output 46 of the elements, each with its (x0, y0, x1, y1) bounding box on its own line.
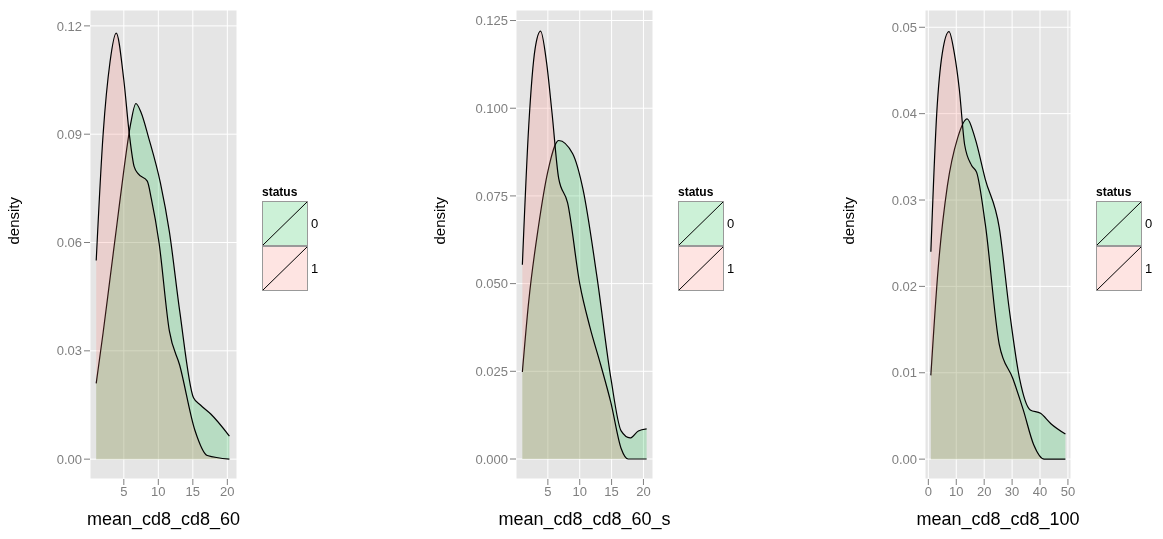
x-tick-label: 10 (949, 484, 964, 500)
legend-title: status (1096, 185, 1133, 199)
legend-title: status (262, 185, 299, 199)
x-tick-label: 10 (572, 484, 587, 500)
x-tick-label: 40 (1032, 484, 1048, 500)
y-tick-label: 0.03 (891, 192, 917, 208)
y-tick-label: 0.01 (891, 365, 917, 381)
y-tick-label: 0.02 (891, 279, 917, 295)
y-tick-label: 0.000 (475, 451, 508, 467)
y-tick-label: 0.075 (475, 188, 508, 204)
x-tick-label: 20 (636, 484, 651, 500)
x-tick-label: 5 (120, 484, 128, 500)
y-tick-label: 0.05 (891, 19, 917, 35)
text: 1 (311, 261, 319, 276)
y-tick-label: 0.025 (475, 363, 508, 379)
text: 1 (727, 261, 735, 276)
y-axis-title: density (840, 196, 858, 245)
y-tick-label: 0.06 (56, 235, 82, 251)
text: 1 (1145, 261, 1153, 276)
text: 0 (727, 216, 735, 231)
x-axis-title: mean_cd8_cd8_60 (86, 509, 241, 530)
y-tick-label: 0.00 (56, 451, 82, 467)
y-tick-label: 0.050 (475, 276, 508, 292)
y-tick-label: 0.03 (56, 343, 82, 359)
y-tick-label: 0.00 (891, 451, 917, 467)
y-tick-label: 0.100 (475, 100, 508, 116)
legend-title: status (678, 185, 715, 199)
x-tick-label: 20 (976, 484, 992, 500)
x-tick-label: 20 (220, 484, 235, 500)
x-axis-title: mean_cd8_cd8_100 (916, 509, 1080, 530)
x-tick-label: 0 (924, 484, 932, 500)
y-axis-title: density (5, 196, 23, 245)
y-tick-label: 0.125 (475, 13, 508, 29)
x-tick-label: 15 (604, 484, 619, 500)
y-tick-label: 0.04 (891, 106, 917, 122)
y-tick-label: 0.12 (56, 18, 82, 34)
x-tick-label: 15 (185, 484, 201, 500)
x-tick-label: 10 (151, 484, 166, 500)
x-tick-label: 50 (1060, 484, 1076, 500)
text: 0 (311, 216, 319, 231)
x-tick-label: 5 (544, 484, 552, 500)
y-axis-title: density (431, 196, 449, 245)
x-axis-title: mean_cd8_cd8_60_s (498, 509, 671, 530)
y-tick-label: 0.09 (56, 126, 82, 142)
text: 0 (1145, 216, 1153, 231)
x-tick-label: 30 (1004, 484, 1020, 500)
